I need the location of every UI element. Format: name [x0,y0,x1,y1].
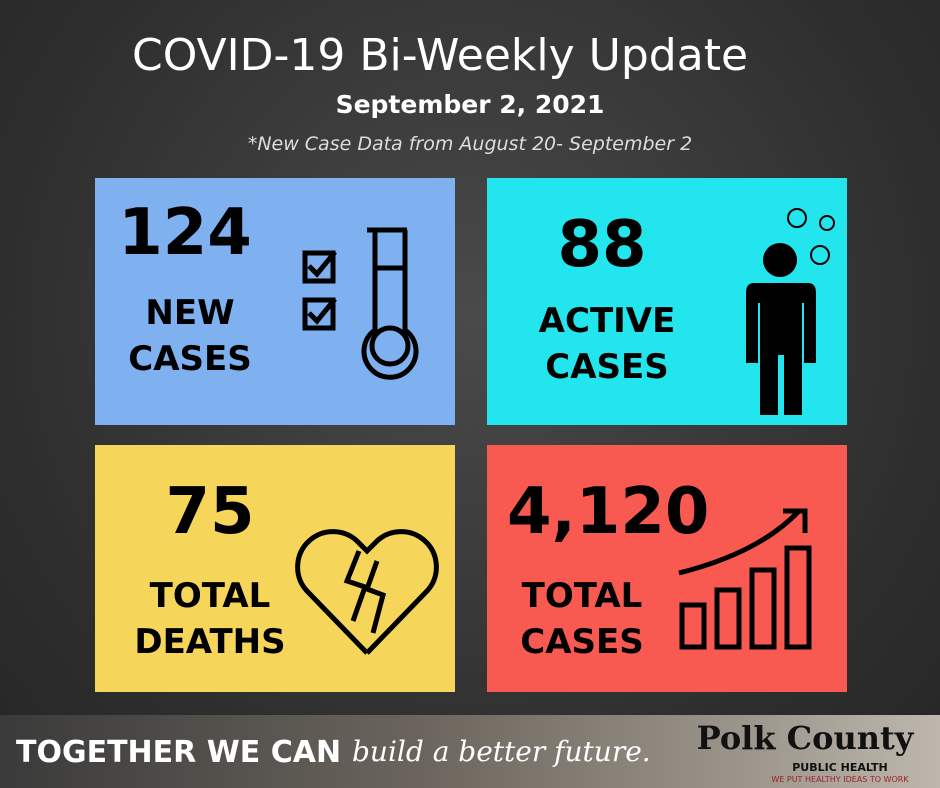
label-line: CASES [545,347,669,387]
label-line: ACTIVE [538,301,676,341]
script-slogan: build a better future. [352,735,651,768]
label-line: CASES [128,339,252,379]
logo-tagline: WE PUT HEALTHY IDEAS TO WORK [771,775,909,784]
card: 75 TOTAL DEATHS [95,445,455,692]
card: 88 ACTIVE CASES [487,178,847,425]
card-value: 4,120 [507,475,710,549]
card-label: NEW CASES [115,290,265,382]
label-line: DEATHS [134,622,286,662]
person-icon [746,208,835,415]
footer: TOGETHER WE CAN build a better future. P… [0,715,940,788]
slogan: TOGETHER WE CAN [16,735,342,770]
card: 4,120 TOTAL CASES [487,445,847,692]
card-label: ACTIVE CASES [527,298,687,390]
card-value: 124 [118,196,252,270]
card-value: 88 [557,208,647,282]
title: COVID-19 Bi-Weekly Update [131,30,749,81]
label-line: CASES [520,622,644,662]
card-label: TOTAL DEATHS [130,573,290,665]
logo-unit: PUBLIC HEALTH [792,761,888,774]
card-label: TOTAL CASES [507,573,657,665]
label-line: TOTAL [521,576,643,616]
note: *New Case Data from August 20- September… [247,133,693,155]
broken-heart-icon [295,529,439,655]
card: 124 NEW CASES [95,178,455,425]
growth-chart-icon [678,508,812,650]
test-tube-icon [302,227,419,380]
label-line: TOTAL [149,576,271,616]
card-value: 75 [165,475,255,549]
date: September 2, 2021 [335,90,605,119]
label-line: NEW [145,293,235,333]
logo-name: Polk County [696,719,914,757]
